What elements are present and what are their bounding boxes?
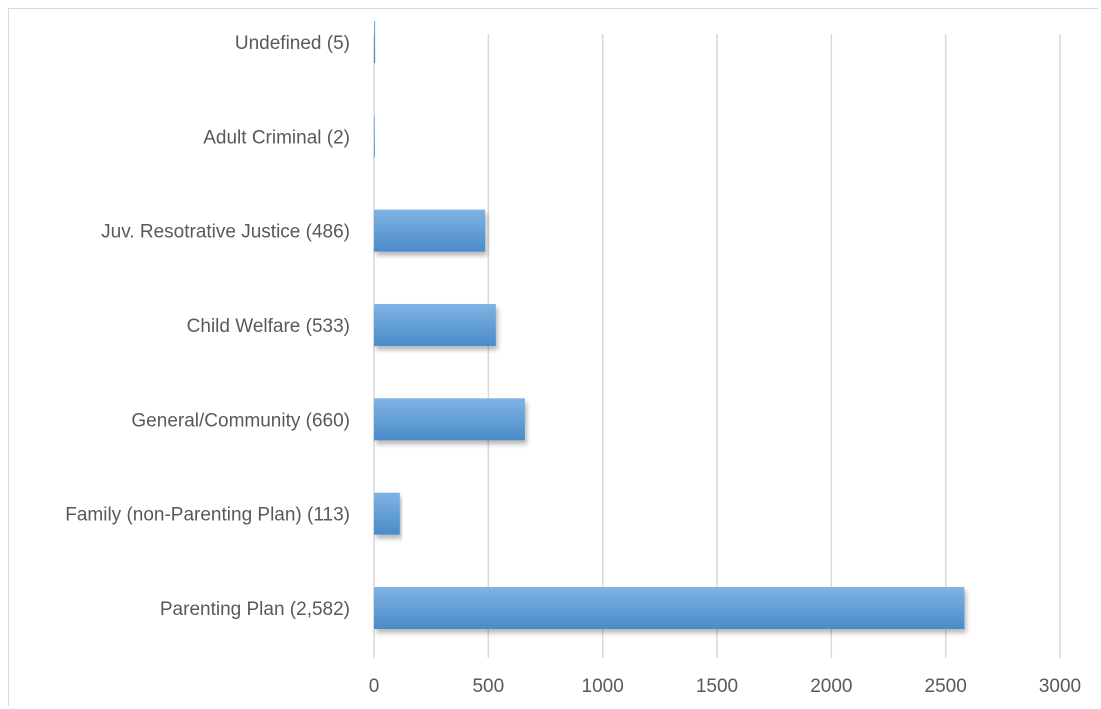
x-tick-label: 1500	[696, 676, 738, 697]
bar	[374, 303, 496, 346]
x-tick-labels: 0 500 1000 1500 2000 2500 3000	[369, 676, 1081, 697]
x-tick-label: 500	[472, 676, 504, 697]
category-label: Undefined (5)	[235, 33, 350, 54]
bar	[374, 115, 375, 158]
bar	[374, 492, 400, 535]
x-tick-label: 3000	[1039, 676, 1081, 697]
bars	[374, 20, 965, 629]
x-tick-label: 2000	[810, 676, 852, 697]
bar	[374, 20, 376, 63]
category-label: Juv. Resotrative Justice (486)	[101, 222, 350, 243]
category-labels: Parenting Plan (2,582) Family (non-Parent…	[65, 33, 350, 620]
category-label: Family (non-Parenting Plan) (113)	[65, 505, 350, 526]
category-label: General/Community (660)	[131, 410, 350, 431]
x-tick-label: 2500	[925, 676, 967, 697]
category-label: Child Welfare (533)	[187, 316, 350, 337]
category-label: Parenting Plan (2,582)	[160, 599, 350, 620]
chart-frame	[8, 8, 1098, 706]
gridlines	[373, 34, 1061, 658]
x-tick-label: 1000	[582, 676, 624, 697]
category-label: Adult Criminal (2)	[203, 127, 350, 148]
bar	[374, 398, 525, 441]
bar	[374, 587, 965, 629]
x-tick-label: 0	[369, 676, 380, 697]
bar	[374, 209, 486, 252]
